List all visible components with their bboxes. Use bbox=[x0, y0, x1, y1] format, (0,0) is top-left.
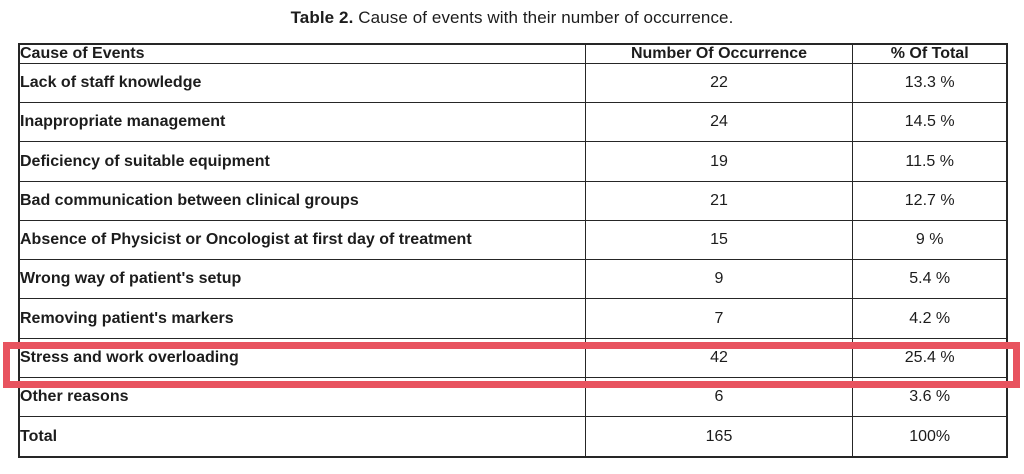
percent-cell: 9 % bbox=[852, 219, 1008, 261]
table-caption-text: Cause of events with their number of occ… bbox=[353, 8, 734, 27]
table-row: Bad communication between clinical group… bbox=[18, 180, 1008, 221]
percent-cell: 5.4 % bbox=[852, 259, 1008, 300]
occurrence-cell: 22 bbox=[584, 62, 854, 104]
percent-cell: 3.6 % bbox=[852, 376, 1008, 418]
cause-cell: Lack of staff knowledge bbox=[18, 62, 586, 104]
cause-cell: Deficiency of suitable equipment bbox=[18, 141, 586, 182]
table-row: Lack of staff knowledge 22 13.3 % bbox=[18, 62, 1008, 104]
header-row: Cause of Events Number Of Occurrence % O… bbox=[18, 43, 1008, 64]
table-row-total: Total 165 100% bbox=[18, 416, 1008, 458]
column-header-percent: % Of Total bbox=[852, 43, 1008, 64]
occurrence-cell: 42 bbox=[584, 337, 854, 378]
occurrence-cell: 6 bbox=[584, 376, 854, 418]
table-row: Absence of Physicist or Oncologist at fi… bbox=[18, 219, 1008, 261]
cause-cell: Absence of Physicist or Oncologist at fi… bbox=[18, 219, 586, 261]
cause-cell: Inappropriate management bbox=[18, 102, 586, 143]
percent-cell: 14.5 % bbox=[852, 102, 1008, 143]
occurrence-cell: 165 bbox=[584, 416, 854, 458]
occurrence-cell: 19 bbox=[584, 141, 854, 182]
occurrence-cell: 21 bbox=[584, 180, 854, 221]
occurrence-cell: 15 bbox=[584, 219, 854, 261]
percent-cell: 12.7 % bbox=[852, 180, 1008, 221]
column-header-cause: Cause of Events bbox=[18, 43, 586, 64]
table-caption-label: Table 2. bbox=[290, 8, 354, 27]
percent-cell: 4.2 % bbox=[852, 298, 1008, 339]
column-header-occurrence: Number Of Occurrence bbox=[584, 43, 854, 64]
percent-cell: 13.3 % bbox=[852, 62, 1008, 104]
percent-cell: 100% bbox=[852, 416, 1008, 458]
table-row: Inappropriate management 24 14.5 % bbox=[18, 102, 1008, 143]
cause-cell: Removing patient's markers bbox=[18, 298, 586, 339]
occurrence-cell: 7 bbox=[584, 298, 854, 339]
cause-cell: Other reasons bbox=[18, 376, 586, 418]
table-row-highlighted: Stress and work overloading 42 25.4 % bbox=[18, 337, 1008, 378]
table-row: Removing patient's markers 7 4.2 % bbox=[18, 298, 1008, 339]
table-row: Deficiency of suitable equipment 19 11.5… bbox=[18, 141, 1008, 182]
cause-cell: Bad communication between clinical group… bbox=[18, 180, 586, 221]
percent-cell: 11.5 % bbox=[852, 141, 1008, 182]
cause-of-events-table: Cause of Events Number Of Occurrence % O… bbox=[18, 43, 1008, 458]
cause-cell: Wrong way of patient's setup bbox=[18, 259, 586, 300]
occurrence-cell: 24 bbox=[584, 102, 854, 143]
cause-cell: Total bbox=[18, 416, 586, 458]
table-row: Wrong way of patient's setup 9 5.4 % bbox=[18, 259, 1008, 300]
cause-cell: Stress and work overloading bbox=[18, 337, 586, 378]
occurrence-cell: 9 bbox=[584, 259, 854, 300]
table-caption: Table 2. Cause of events with their numb… bbox=[0, 8, 1024, 28]
percent-cell: 25.4 % bbox=[852, 337, 1008, 378]
table-row: Other reasons 6 3.6 % bbox=[18, 376, 1008, 418]
